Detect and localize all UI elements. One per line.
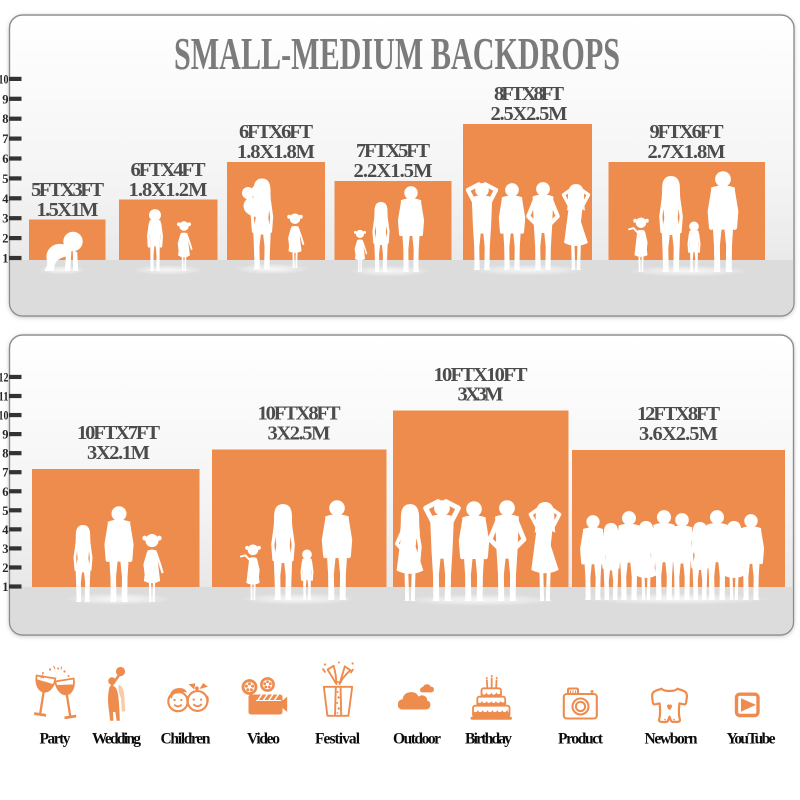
svg-text:12FTX8FT: 12FTX8FT xyxy=(637,403,720,425)
svg-text:2.7X1.8M: 2.7X1.8M xyxy=(648,141,726,163)
svg-text:Product: Product xyxy=(558,731,604,748)
svg-text:Festival: Festival xyxy=(315,731,361,748)
svg-text:3X2.1M: 3X2.1M xyxy=(87,442,150,464)
svg-text:3: 3 xyxy=(2,542,8,556)
svg-text:6FTX6FT: 6FTX6FT xyxy=(239,121,313,143)
svg-text:1.8X1.2M: 1.8X1.2M xyxy=(129,179,208,201)
svg-text:5: 5 xyxy=(2,504,8,518)
svg-text:YouTube: YouTube xyxy=(727,731,776,748)
svg-text:3: 3 xyxy=(2,212,8,226)
svg-text:9: 9 xyxy=(2,92,8,106)
svg-text:10: 10 xyxy=(0,72,9,86)
svg-text:4: 4 xyxy=(2,192,9,206)
svg-text:8: 8 xyxy=(2,447,8,461)
svg-text:2: 2 xyxy=(2,232,8,246)
svg-text:5FTX3FT: 5FTX3FT xyxy=(31,179,104,201)
svg-text:5: 5 xyxy=(2,172,8,186)
svg-text:1: 1 xyxy=(2,580,8,594)
svg-text:2: 2 xyxy=(2,561,8,575)
svg-text:7: 7 xyxy=(2,466,8,480)
svg-text:10: 10 xyxy=(0,409,9,423)
svg-text:Birthday: Birthday xyxy=(465,731,512,748)
svg-text:3X2.5M: 3X2.5M xyxy=(268,423,331,445)
svg-text:Newborn: Newborn xyxy=(645,731,698,748)
svg-text:12: 12 xyxy=(0,370,9,384)
svg-text:10FTX10FT: 10FTX10FT xyxy=(434,364,528,386)
svg-text:1.8X1.8M: 1.8X1.8M xyxy=(237,141,315,163)
svg-text:Children: Children xyxy=(161,731,211,748)
svg-text:Wedding: Wedding xyxy=(92,731,141,748)
svg-text:8: 8 xyxy=(2,112,8,126)
svg-text:9: 9 xyxy=(2,428,8,442)
svg-text:2.5X2.5M: 2.5X2.5M xyxy=(491,103,568,125)
svg-text:4: 4 xyxy=(2,523,9,537)
svg-text:9FTX6FT: 9FTX6FT xyxy=(650,121,724,143)
svg-text:2.2X1.5M: 2.2X1.5M xyxy=(354,160,433,182)
svg-text:3.6X2.5M: 3.6X2.5M xyxy=(639,423,718,445)
svg-text:Outdoor: Outdoor xyxy=(393,731,441,748)
svg-text:6: 6 xyxy=(2,485,8,499)
svg-text:1: 1 xyxy=(2,252,8,266)
svg-text:1.5X1M: 1.5X1M xyxy=(37,199,99,221)
svg-text:SMALL-MEDIUM BACKDROPS: SMALL-MEDIUM BACKDROPS xyxy=(174,28,620,79)
svg-text:6: 6 xyxy=(2,152,8,166)
svg-text:8FTX8FT: 8FTX8FT xyxy=(494,83,564,105)
svg-text:Video: Video xyxy=(247,731,280,748)
svg-text:6FTX4FT: 6FTX4FT xyxy=(131,159,206,181)
svg-text:7FTX5FT: 7FTX5FT xyxy=(356,140,430,162)
svg-text:3X3M: 3X3M xyxy=(458,384,504,406)
svg-text:Party: Party xyxy=(40,731,71,748)
svg-text:11: 11 xyxy=(0,390,9,404)
svg-text:10FTX7FT: 10FTX7FT xyxy=(77,422,160,444)
svg-text:7: 7 xyxy=(2,132,8,146)
svg-text:10FTX8FT: 10FTX8FT xyxy=(258,403,341,425)
